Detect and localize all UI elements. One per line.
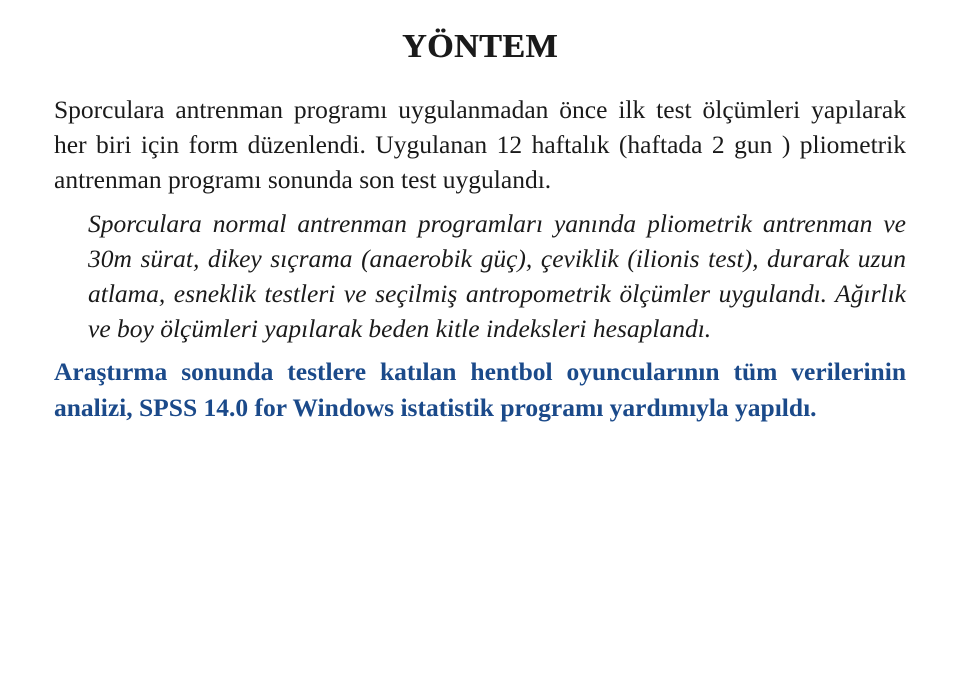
slide-container: YÖNTEM Sporculara antrenman programı uyg… [0,0,960,687]
paragraph-1: Sporculara antrenman programı uygulanmad… [54,92,906,198]
paragraph-3-highlight: Araştırma sonunda testlere katılan hentb… [54,354,906,424]
paragraph-2-italic: Sporculara normal antrenman programları … [54,206,906,347]
slide-title: YÖNTEM [54,28,906,66]
